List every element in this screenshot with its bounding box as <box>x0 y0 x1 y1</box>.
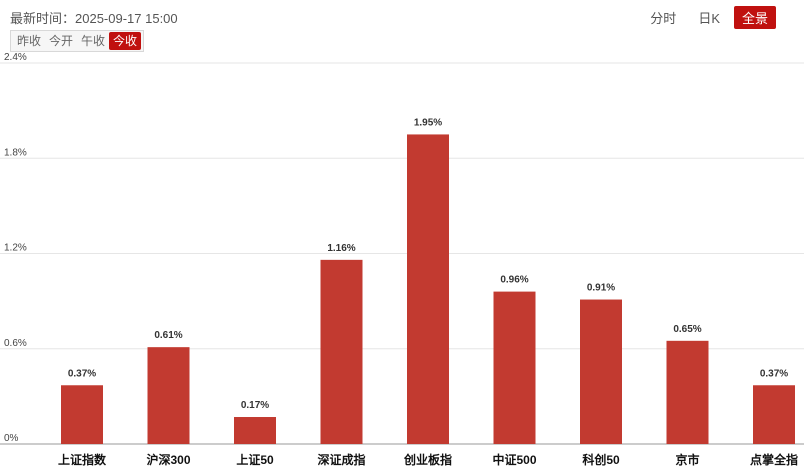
x-category-label: 沪深300 <box>146 452 190 467</box>
session-tab-open[interactable]: 今开 <box>49 34 74 48</box>
update-time: 最新时间：2025-09-17 15:00 <box>10 11 178 26</box>
session-tab-prev-close[interactable]: 昨收 <box>17 34 42 48</box>
bar-layer <box>61 134 795 444</box>
bar-value-label: 1.16% <box>327 243 355 254</box>
y-tick-label: 0% <box>4 433 19 444</box>
bar-value-label: 0.91% <box>587 283 615 294</box>
view-tabs: 分时 日K 全景 <box>642 6 776 29</box>
x-category-label: 京市 <box>675 452 699 467</box>
bar[interactable] <box>580 299 622 444</box>
bar[interactable] <box>666 340 709 444</box>
session-tab-close[interactable]: 今收 <box>109 32 142 50</box>
bar[interactable] <box>493 291 536 444</box>
x-category-label: 上证指数 <box>58 452 107 467</box>
x-category-label: 上证50 <box>236 452 274 467</box>
bar[interactable] <box>147 347 190 444</box>
bar[interactable] <box>407 134 449 444</box>
bar-value-label: 0.37% <box>760 368 788 379</box>
tab-overview[interactable]: 全景 <box>733 6 776 29</box>
y-tick-label: 1.8% <box>4 147 27 158</box>
session-tabs: 昨收 今开 午收 今收 <box>10 30 145 52</box>
bar[interactable] <box>234 417 276 444</box>
bar[interactable] <box>320 259 363 444</box>
session-tab-midday-close[interactable]: 午收 <box>81 34 106 48</box>
x-category-label: 科创50 <box>582 452 620 467</box>
bar-value-label: 1.95% <box>414 117 442 128</box>
label-layer: 0% 0.6% 1.2% 1.8% 2.4% 0.37% 上证指数 0.61% 沪深300 0.1… <box>4 52 798 467</box>
y-tick-label: 0.6% <box>4 338 27 349</box>
y-tick-label: 2.4% <box>4 52 27 63</box>
tab-daily-k[interactable]: 日K <box>698 11 720 26</box>
x-category-label: 创业板指 <box>403 452 452 467</box>
bar[interactable] <box>61 385 103 444</box>
bar-value-label: 0.61% <box>154 330 182 341</box>
x-category-label: 中证500 <box>492 452 536 467</box>
y-tick-label: 1.2% <box>4 243 27 254</box>
bar-value-label: 0.96% <box>500 275 528 286</box>
x-category-label: 深证成指 <box>317 452 365 467</box>
bar[interactable] <box>753 385 795 444</box>
bar-value-label: 0.17% <box>241 400 269 411</box>
bar-value-label: 0.65% <box>673 324 701 335</box>
x-category-label: 点掌全指 <box>750 452 798 467</box>
tab-intraday[interactable]: 分时 <box>650 11 677 26</box>
bar-value-label: 0.37% <box>68 368 96 379</box>
